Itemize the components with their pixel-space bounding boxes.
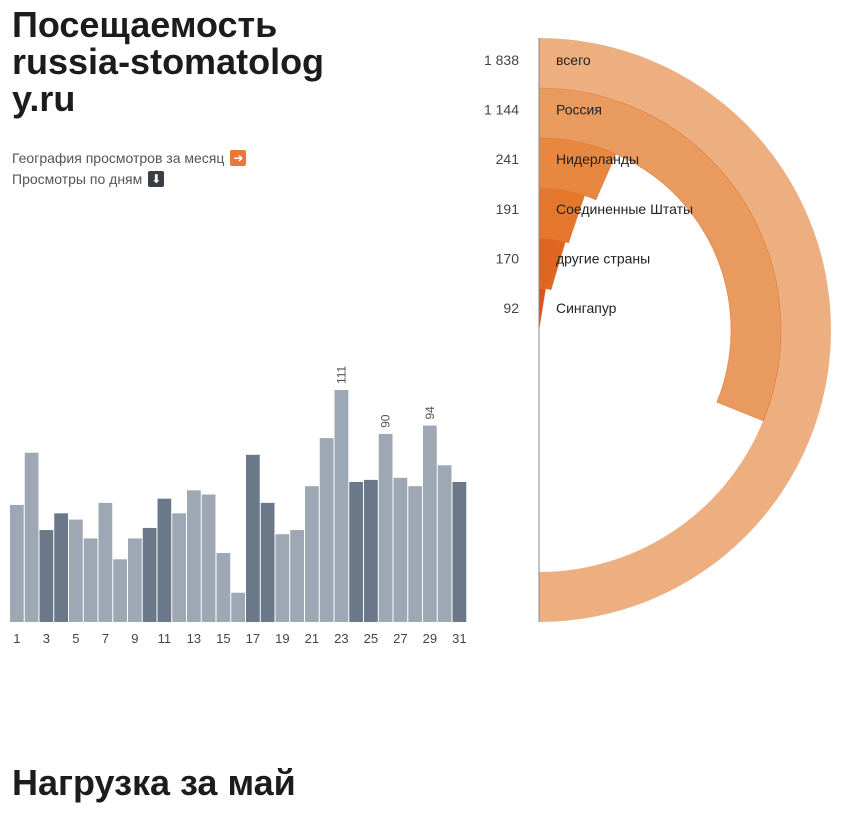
bar-day-30[interactable] <box>437 465 452 622</box>
x-tick-label: 7 <box>102 631 109 646</box>
x-tick-label: 17 <box>246 631 260 646</box>
x-tick-label: 19 <box>275 631 289 646</box>
data-label: 94 <box>423 406 437 420</box>
geography-radial-chart: 1 838 всего 1 144 Россия 241 Нидерланды 191 Сое… <box>484 38 831 622</box>
bar-day-6[interactable] <box>83 538 98 622</box>
ring-name-label: Нидерланды <box>556 151 639 167</box>
view-links: География просмотров за месяц ➜ Просмотр… <box>12 147 247 189</box>
daily-views-link[interactable]: Просмотры по дням ⬇ <box>12 168 246 189</box>
x-tick-label: 11 <box>158 631 172 646</box>
page-title: Посещаемость russia-stomatolog y.ru <box>12 6 324 117</box>
bar-day-29[interactable] <box>423 425 437 622</box>
page-title-line-1: Посещаемость <box>12 4 278 45</box>
ring-value-label: 241 <box>496 151 520 167</box>
x-tick-label: 31 <box>452 631 466 646</box>
data-label: 90 <box>379 414 393 428</box>
bar-day-31[interactable] <box>452 481 467 622</box>
bar-day-12[interactable] <box>172 513 186 622</box>
bar-day-8[interactable] <box>113 559 127 622</box>
x-tick-label: 5 <box>72 631 79 646</box>
page-title-line-3: y.ru <box>12 78 76 119</box>
x-tick-label: 1 <box>13 631 20 646</box>
bar-day-25[interactable] <box>364 479 378 622</box>
x-tick-label: 3 <box>43 631 50 646</box>
bar-day-17[interactable] <box>246 454 260 622</box>
bar-day-4[interactable] <box>54 513 68 622</box>
bar-day-23[interactable] <box>334 390 349 622</box>
ring-0[interactable] <box>539 38 831 622</box>
data-label: 111 <box>334 365 348 384</box>
x-tick-label: 25 <box>364 631 378 646</box>
ring-value-label: 1 144 <box>484 102 519 118</box>
bar-day-11[interactable] <box>157 498 172 622</box>
geography-link[interactable]: География просмотров за месяц ➜ <box>12 147 247 168</box>
ring-name-label: другие страны <box>556 250 650 266</box>
bar-day-5[interactable] <box>69 519 83 622</box>
bar-day-7[interactable] <box>98 502 113 622</box>
page-title-line-2: russia-stomatolog <box>12 41 325 82</box>
ring-value-label: 92 <box>503 300 519 316</box>
x-tick-label: 9 <box>131 631 138 646</box>
ring-5[interactable] <box>538 287 546 331</box>
x-tick-label: 21 <box>305 631 319 646</box>
geography-link-label: География просмотров за месяц <box>12 149 225 166</box>
bar-day-20[interactable] <box>290 530 304 622</box>
bar-day-3[interactable] <box>39 530 54 622</box>
arrow-down-icon: ⬇ <box>148 170 165 187</box>
bar-day-10[interactable] <box>142 527 157 622</box>
bar-day-19[interactable] <box>275 534 290 622</box>
ring-name-label: Россия <box>556 102 602 118</box>
bar-day-15[interactable] <box>216 553 231 622</box>
ring-value-label: 191 <box>496 201 520 217</box>
bar-day-13[interactable] <box>187 490 201 622</box>
ring-value-label: 170 <box>496 250 520 266</box>
ring-name-label: Сингапур <box>556 300 617 316</box>
bar-day-28[interactable] <box>408 486 422 622</box>
section-heading: Нагрузка за май <box>12 762 296 803</box>
bar-day-21[interactable] <box>305 486 319 622</box>
bar-day-24[interactable] <box>349 481 363 622</box>
x-tick-label: 13 <box>187 631 201 646</box>
x-tick-label: 23 <box>334 631 348 646</box>
bar-day-22[interactable] <box>319 438 334 622</box>
x-tick-label: 15 <box>216 631 230 646</box>
bar-day-2[interactable] <box>24 452 39 622</box>
bar-day-26[interactable] <box>378 433 393 622</box>
arrow-right-icon: ➜ <box>230 149 247 166</box>
bar-day-14[interactable] <box>201 494 216 622</box>
x-tick-label: 29 <box>423 631 437 646</box>
ring-name-label: Соединенные Штаты <box>556 201 693 217</box>
x-tick-label: 27 <box>393 631 407 646</box>
bar-day-16[interactable] <box>231 592 245 622</box>
ring-1[interactable] <box>538 87 782 422</box>
ring-name-label: всего <box>556 52 591 68</box>
bar-day-27[interactable] <box>393 477 408 622</box>
daily-views-link-label: Просмотры по дням <box>12 170 143 187</box>
ring-value-label: 1 838 <box>484 52 519 68</box>
bar-day-18[interactable] <box>260 502 275 622</box>
bar-day-9[interactable] <box>128 538 142 622</box>
bar-day-1[interactable] <box>10 504 24 622</box>
